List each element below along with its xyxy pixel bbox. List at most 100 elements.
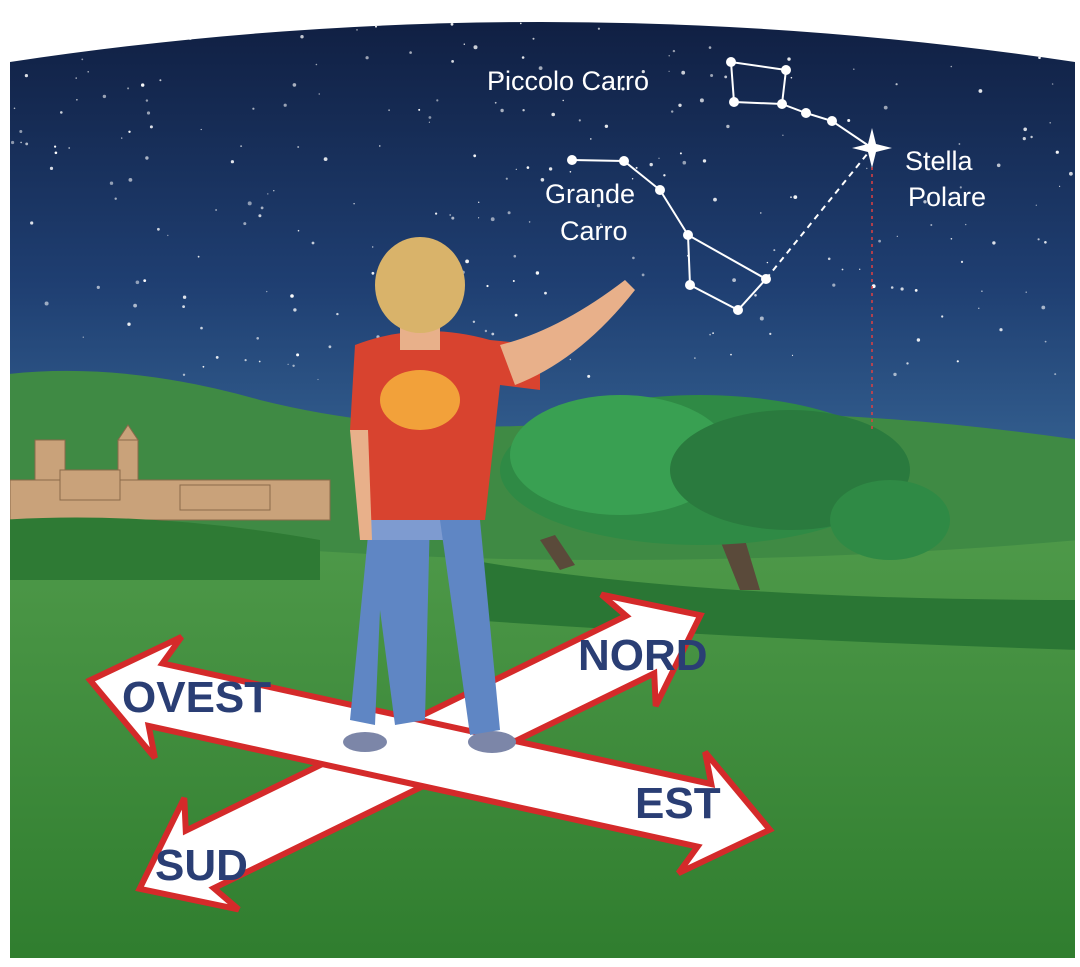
star [959, 143, 961, 145]
star [436, 99, 438, 101]
star [316, 64, 318, 66]
star [133, 304, 137, 308]
stella-polare-label: Stella [905, 146, 974, 176]
star [506, 178, 508, 180]
star [54, 146, 56, 148]
star [978, 308, 979, 309]
star [474, 45, 478, 49]
star [570, 359, 571, 360]
star [55, 152, 58, 155]
star [722, 20, 724, 22]
star [997, 164, 1001, 168]
star [590, 138, 592, 140]
star [1054, 373, 1056, 375]
star [292, 365, 294, 367]
star [372, 272, 375, 275]
constellation-star [733, 305, 743, 315]
star [76, 77, 77, 78]
star [19, 130, 22, 133]
star [353, 203, 354, 204]
star [143, 23, 146, 26]
star [951, 66, 953, 68]
star [145, 156, 148, 159]
star [50, 167, 53, 170]
star [256, 337, 259, 340]
star [713, 198, 717, 202]
star [245, 359, 247, 361]
star [709, 334, 711, 336]
star [587, 375, 590, 378]
star [0, 194, 1, 196]
star [1038, 56, 1041, 59]
grande-carro-label: Grande [545, 179, 635, 209]
star [1056, 151, 1059, 154]
star [258, 214, 261, 217]
star [259, 361, 261, 363]
direction-label: OVEST [122, 673, 271, 722]
star [1049, 122, 1051, 124]
star [527, 166, 530, 169]
star [1069, 172, 1073, 176]
direction-label: EST [635, 779, 721, 828]
star [485, 330, 487, 332]
star [146, 99, 148, 101]
star [372, 246, 373, 247]
star [324, 157, 328, 161]
star [129, 178, 133, 182]
star [866, 168, 867, 169]
star [296, 353, 299, 356]
constellation-star [827, 116, 837, 126]
constellation-star [777, 99, 787, 109]
star [999, 328, 1002, 331]
star [198, 256, 200, 258]
star [544, 292, 547, 295]
star [215, 209, 217, 211]
constellation-star [655, 185, 665, 195]
star [1023, 137, 1026, 140]
star [782, 135, 783, 136]
star [961, 261, 963, 263]
star [1026, 292, 1027, 293]
star [25, 143, 28, 146]
star [298, 230, 300, 232]
star [680, 152, 682, 154]
star [290, 294, 294, 298]
star [917, 338, 920, 341]
star [115, 198, 117, 200]
star [203, 366, 205, 368]
star [769, 333, 771, 335]
star [760, 212, 761, 213]
star [636, 167, 638, 169]
star [579, 119, 581, 121]
star [941, 315, 943, 317]
star [915, 289, 918, 292]
star [435, 213, 437, 215]
star [514, 255, 517, 258]
illustration: Piccolo Carro Grande Carro Stella Polare… [0, 0, 1080, 967]
star [650, 163, 653, 166]
constellation-star [801, 108, 811, 118]
star [243, 222, 246, 225]
star [449, 214, 451, 216]
star [20, 142, 22, 144]
star [273, 190, 274, 191]
star [60, 111, 63, 114]
star [284, 104, 287, 107]
star [767, 262, 768, 263]
star [981, 290, 983, 292]
star [329, 345, 332, 348]
star [473, 321, 475, 323]
star [717, 20, 720, 23]
star [147, 111, 150, 114]
star [464, 44, 465, 45]
star [288, 364, 289, 365]
star [703, 159, 706, 162]
star [828, 258, 831, 261]
star [979, 89, 983, 93]
direction-label: SUD [155, 841, 248, 890]
star [709, 46, 712, 49]
star [159, 79, 161, 81]
star [317, 379, 318, 380]
star [201, 129, 202, 130]
star [121, 137, 122, 138]
